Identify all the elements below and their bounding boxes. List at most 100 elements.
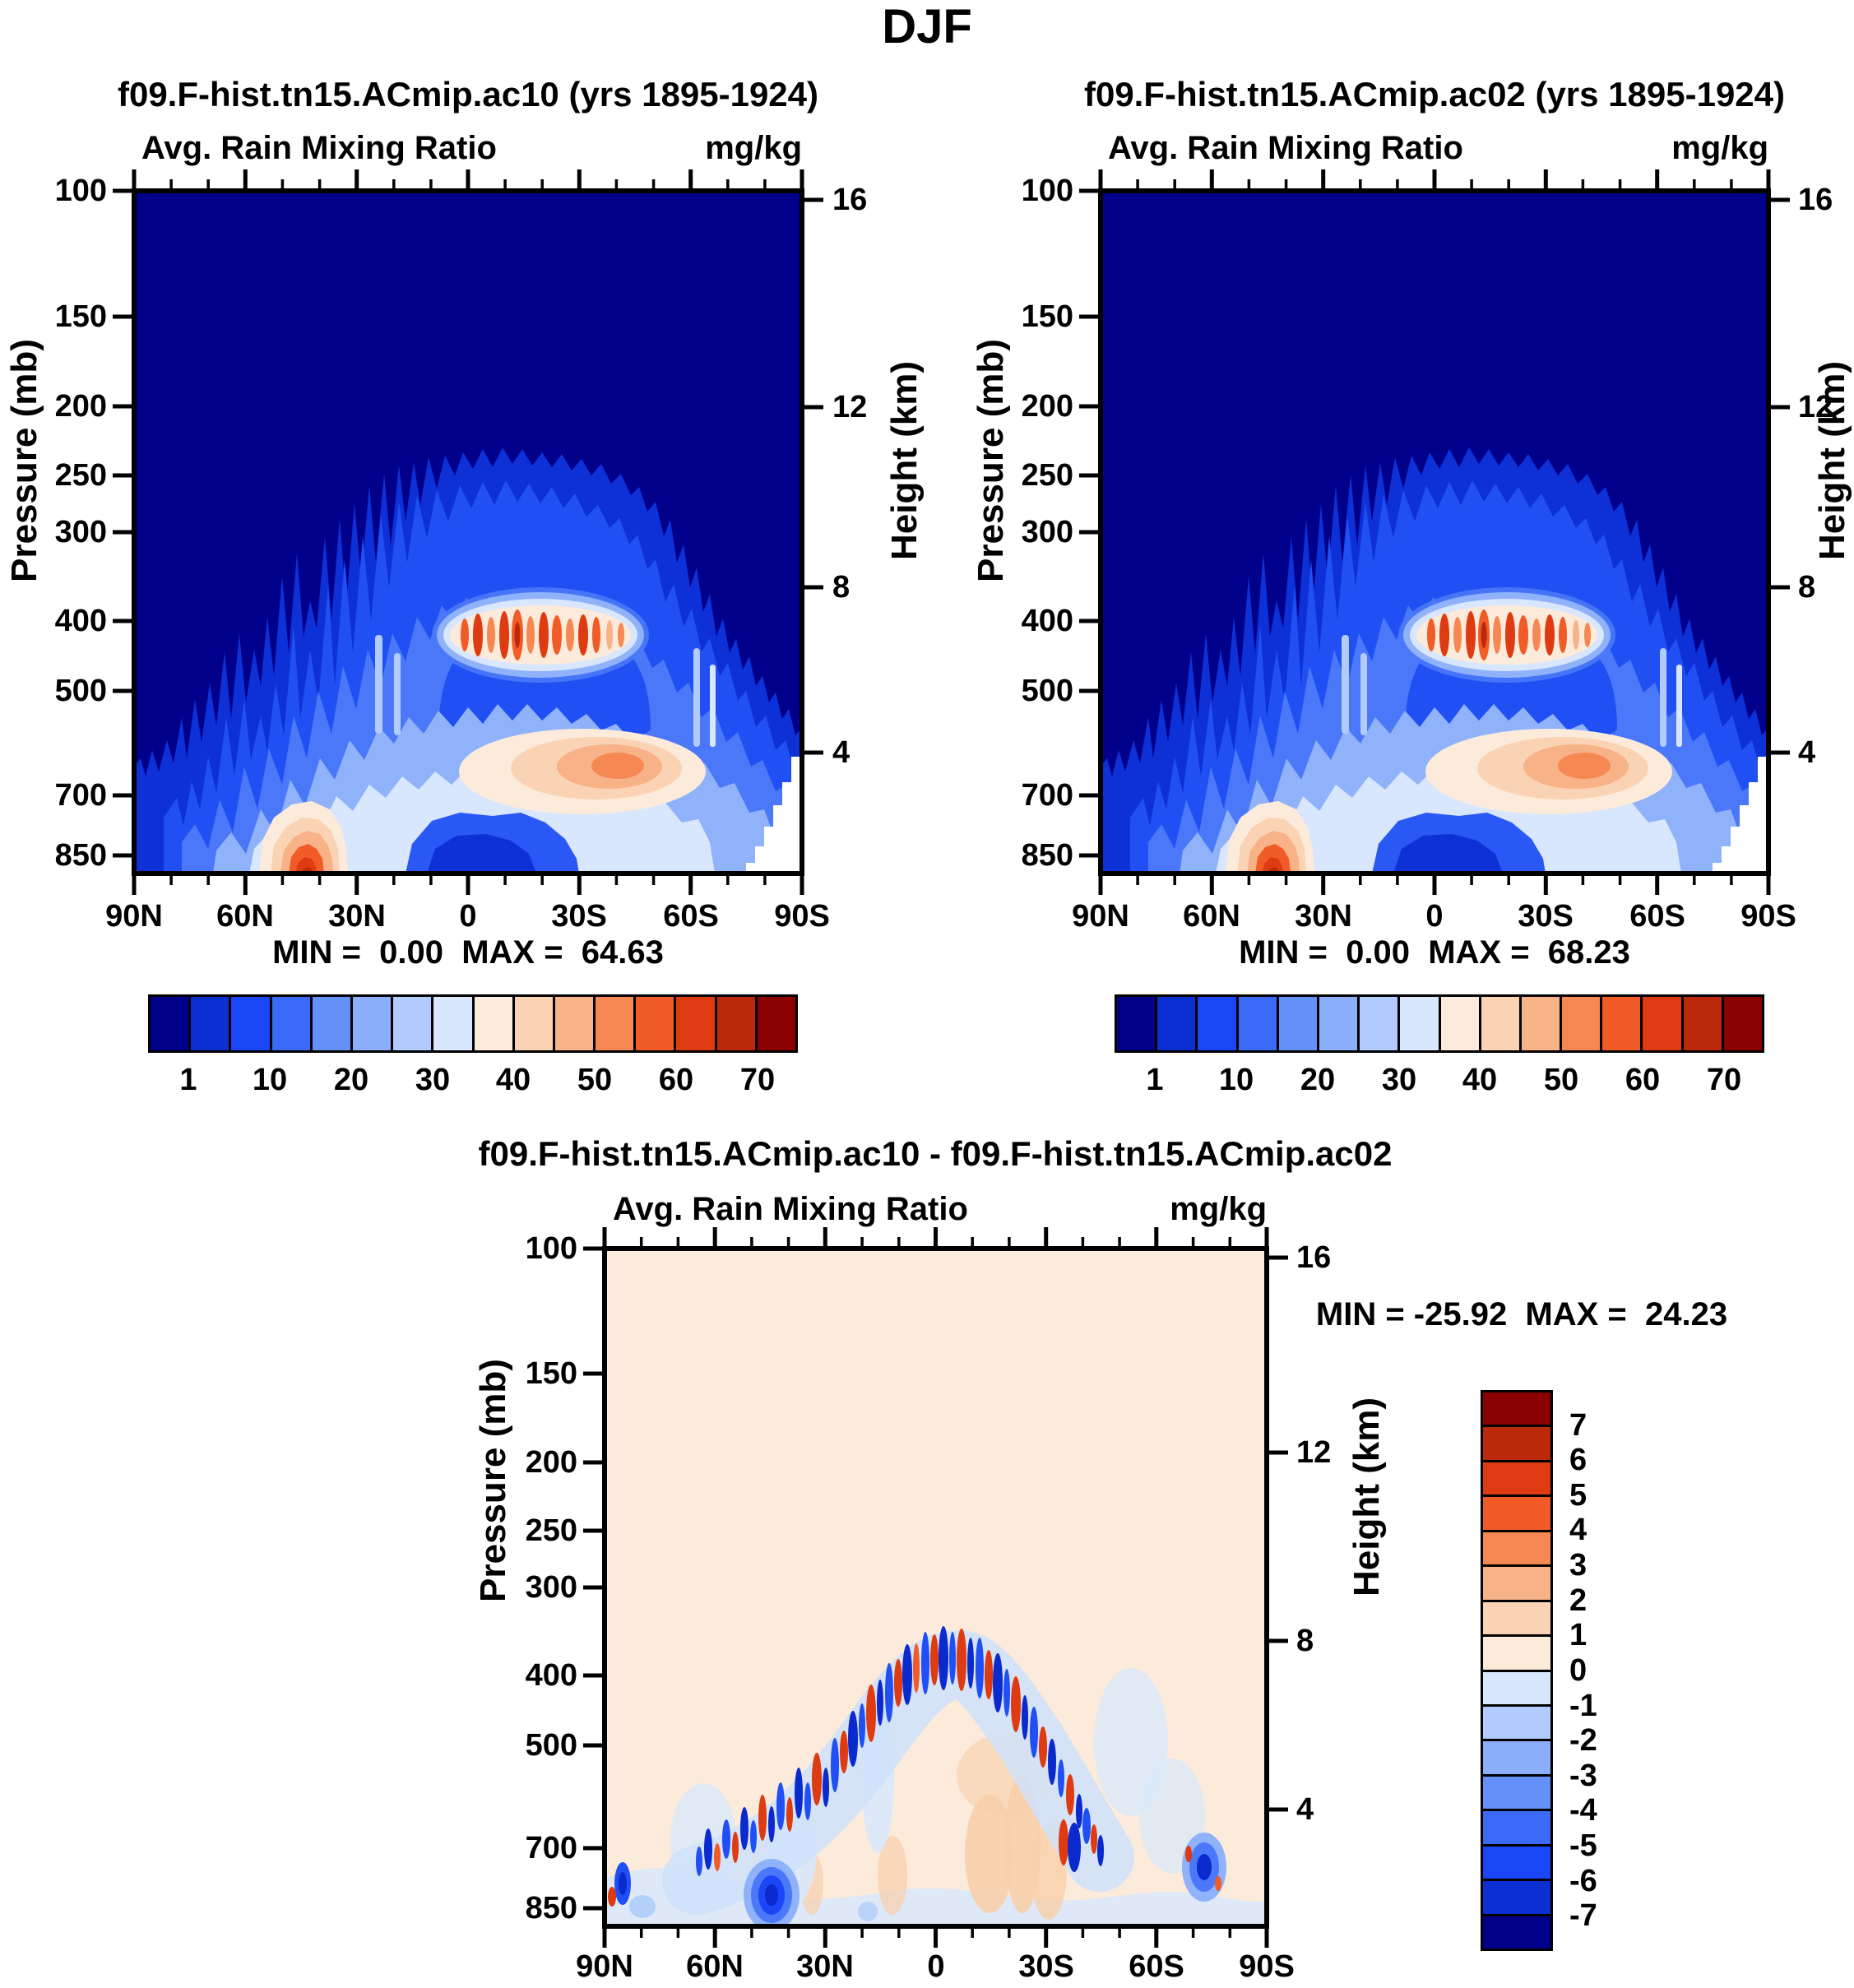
colorbar-cell: [431, 997, 472, 1050]
colorbar-tick-label: 20: [333, 1063, 369, 1097]
colorbar-tick-label: 10: [1218, 1063, 1254, 1097]
colorbar-tick-label: 40: [1462, 1063, 1498, 1097]
height-tick-label: 16: [832, 183, 868, 217]
pressure-tick-label: 250: [54, 458, 107, 493]
lat-tick-label: 0: [459, 899, 477, 934]
height-tick-label: 8: [1798, 570, 1816, 605]
pressure-axis-label-ac10: Pressure (mb): [4, 339, 44, 582]
height-tick-label: 12: [1798, 390, 1833, 424]
pressure-tick-label: 850: [1021, 838, 1073, 873]
height-tick-label: 8: [1296, 1624, 1314, 1658]
colorbar-cell: [1483, 1669, 1550, 1704]
lat-tick-label: 60N: [216, 899, 274, 934]
colorbar-cell: [1276, 997, 1317, 1050]
colorbar-diff-tick-label: 4: [1569, 1513, 1587, 1547]
lat-tick-label: 60S: [1629, 899, 1685, 934]
pressure-tick-label: 200: [54, 389, 107, 424]
colorbar-cell: [1117, 997, 1156, 1050]
pressure-tick-label: 850: [54, 838, 107, 873]
colorbar-diff-tick-label: 3: [1569, 1548, 1587, 1583]
colorbar-diff: [1481, 1390, 1553, 1951]
colorbar-cell: [1235, 997, 1277, 1050]
colorbar-cell: [1316, 997, 1358, 1050]
colorbar-ac02: [1115, 994, 1764, 1053]
colorbar-cell: [1438, 997, 1479, 1050]
colorbar-diff-tick-label: 7: [1569, 1408, 1587, 1443]
colorbar-cell: [1560, 997, 1601, 1050]
stats-ac10: MIN = 0.00 MAX = 64.63: [272, 934, 664, 971]
colorbar-cell: [1483, 1879, 1550, 1914]
colorbar-tick-label: 40: [495, 1063, 531, 1097]
lat-tick-label: 90S: [774, 899, 830, 934]
pressure-tick-label: 700: [525, 1831, 577, 1865]
lat-tick-label: 60N: [1183, 899, 1240, 934]
colorbar-cell: [151, 997, 189, 1050]
colorbar-diff-tick-label: 1: [1569, 1618, 1587, 1652]
colorbar-cell: [512, 997, 553, 1050]
lat-tick-label: 90N: [105, 899, 163, 934]
panel-ac10-units-label: mg/kg: [705, 130, 802, 166]
colorbar-cell: [1640, 997, 1681, 1050]
height-tick-label: 4: [832, 735, 851, 770]
lat-tick-label: 30N: [1295, 899, 1352, 934]
height-axis-label-diff: Height (km): [1346, 1397, 1387, 1596]
lat-tick-label: 60S: [663, 899, 719, 934]
axes-frame-ac02: [1064, 154, 1805, 911]
pressure-tick-label: 700: [1021, 778, 1073, 813]
pressure-tick-label: 500: [54, 674, 107, 708]
lat-tick-label: 0: [1425, 899, 1444, 934]
colorbar-cell: [229, 997, 270, 1050]
colorbar-diff-tick-label: -6: [1569, 1864, 1597, 1898]
pressure-tick-label: 500: [525, 1728, 577, 1763]
lat-tick-label: 30S: [551, 899, 607, 934]
colorbar-tick-label: 20: [1300, 1063, 1336, 1097]
colorbar-diff-tick-label: 2: [1569, 1583, 1587, 1618]
colorbar-cell: [1483, 1564, 1550, 1600]
colorbar-cell: [1483, 1459, 1550, 1495]
colorbar-cell: [714, 997, 755, 1050]
pressure-tick-label: 100: [54, 174, 107, 208]
colorbar-cell: [1195, 997, 1236, 1050]
colorbar-diff-tick-label: -2: [1569, 1723, 1597, 1758]
pressure-tick-label: 100: [1021, 174, 1073, 208]
colorbar-cell: [1483, 1913, 1550, 1949]
colorbar-diff-tick-label: -5: [1569, 1828, 1597, 1863]
panel-ac02-field-label: Avg. Rain Mixing Ratio: [1108, 130, 1463, 166]
height-tick-label: 16: [1798, 183, 1833, 217]
pressure-tick-label: 150: [525, 1356, 577, 1391]
pressure-tick-label: 250: [525, 1513, 577, 1548]
colorbar-cell: [1483, 1393, 1550, 1425]
lat-tick-label: 90N: [1072, 899, 1129, 934]
colorbar-cell: [1483, 1739, 1550, 1774]
lat-tick-label: 30S: [1018, 1949, 1074, 1984]
height-tick-label: 12: [832, 390, 868, 424]
colorbar-cell: [1483, 1773, 1550, 1810]
colorbar-tick-label: 60: [658, 1063, 694, 1097]
lat-tick-label: 0: [927, 1949, 945, 1984]
colorbar-cell: [674, 997, 715, 1050]
lat-tick-label: 30N: [796, 1949, 854, 1984]
pressure-tick-label: 200: [1021, 389, 1073, 424]
pressure-tick-label: 150: [54, 299, 107, 334]
colorbar-cell: [1357, 997, 1398, 1050]
panel-ac02-units-label: mg/kg: [1671, 130, 1768, 166]
colorbar-diff-tick-label: -1: [1569, 1689, 1597, 1723]
colorbar-cell: [1397, 997, 1439, 1050]
colorbar-cell: [471, 997, 512, 1050]
panel-diff-field-label: Avg. Rain Mixing Ratio: [613, 1191, 968, 1227]
colorbar-cell: [1483, 1634, 1550, 1670]
colorbar-cell: [1483, 1599, 1550, 1635]
pressure-tick-label: 400: [54, 604, 107, 638]
pressure-axis-label-ac02: Pressure (mb): [971, 339, 1011, 582]
panel-diff-title: f09.F-hist.tn15.ACmip.ac10 - f09.F-hist.…: [478, 1134, 1393, 1173]
colorbar-cell: [1600, 997, 1641, 1050]
pressure-tick-label: 300: [525, 1570, 577, 1605]
stats-diff: MIN = -25.92 MAX = 24.23: [1315, 1296, 1728, 1332]
colorbar-cell: [309, 997, 350, 1050]
colorbar-cell: [1155, 997, 1196, 1050]
lat-tick-label: 30N: [328, 899, 386, 934]
pressure-axis-label-diff: Pressure (mb): [473, 1359, 513, 1602]
panel-diff-units-label: mg/kg: [1170, 1191, 1267, 1227]
pressure-tick-label: 150: [1021, 299, 1073, 334]
colorbar-tick-label: 30: [1381, 1063, 1417, 1097]
